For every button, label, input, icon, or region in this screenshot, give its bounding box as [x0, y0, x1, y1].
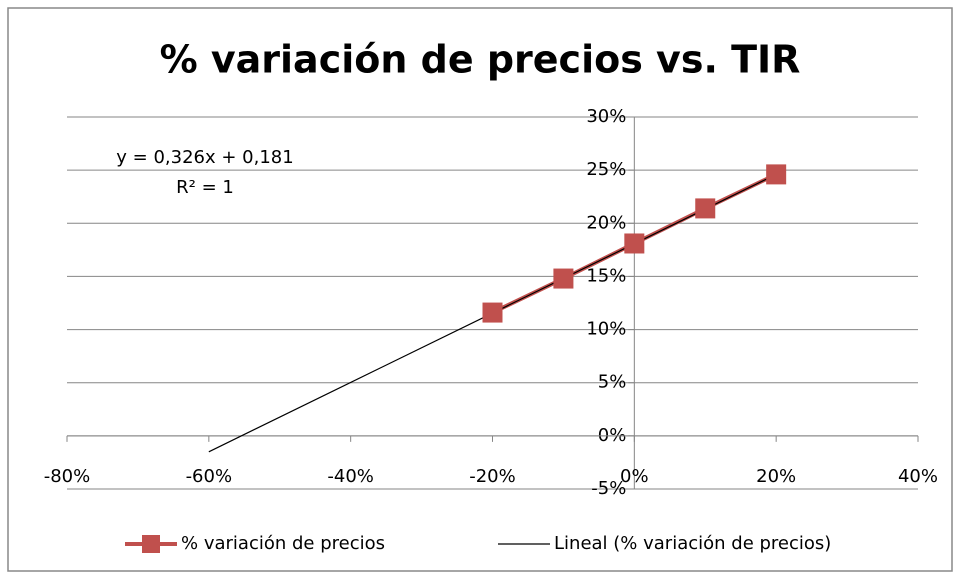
- trend-equation: y = 0,326x + 0,181: [116, 147, 293, 168]
- marker: [553, 268, 574, 289]
- legend-label: Lineal (% variación de precios): [554, 533, 831, 554]
- x-tick-label: -80%: [44, 466, 91, 487]
- marker: [482, 302, 503, 323]
- y-tick-label: 20%: [586, 212, 626, 233]
- x-tick-label: -20%: [469, 466, 516, 487]
- y-tick-label: 15%: [586, 265, 626, 286]
- legend-label: % variación de precios: [181, 533, 385, 554]
- marker: [766, 164, 787, 185]
- x-tick-label: 0%: [620, 466, 649, 487]
- y-tick-label: 30%: [586, 106, 626, 127]
- chart-border: [7, 7, 953, 572]
- x-tick-label: -60%: [186, 466, 233, 487]
- marker: [624, 233, 645, 254]
- chart-title: % variación de precios vs. TIR: [160, 38, 801, 82]
- trend-r2: R² = 1: [176, 177, 234, 198]
- y-tick-label: 25%: [586, 159, 626, 180]
- marker: [695, 198, 716, 219]
- y-tick-label: 5%: [598, 372, 627, 393]
- x-tick-label: 40%: [898, 466, 938, 487]
- legend-marker: [142, 535, 160, 553]
- x-tick-label: 20%: [756, 466, 796, 487]
- y-tick-label: -5%: [591, 478, 626, 499]
- x-tick-label: -40%: [327, 466, 374, 487]
- y-tick-label: 10%: [586, 319, 626, 340]
